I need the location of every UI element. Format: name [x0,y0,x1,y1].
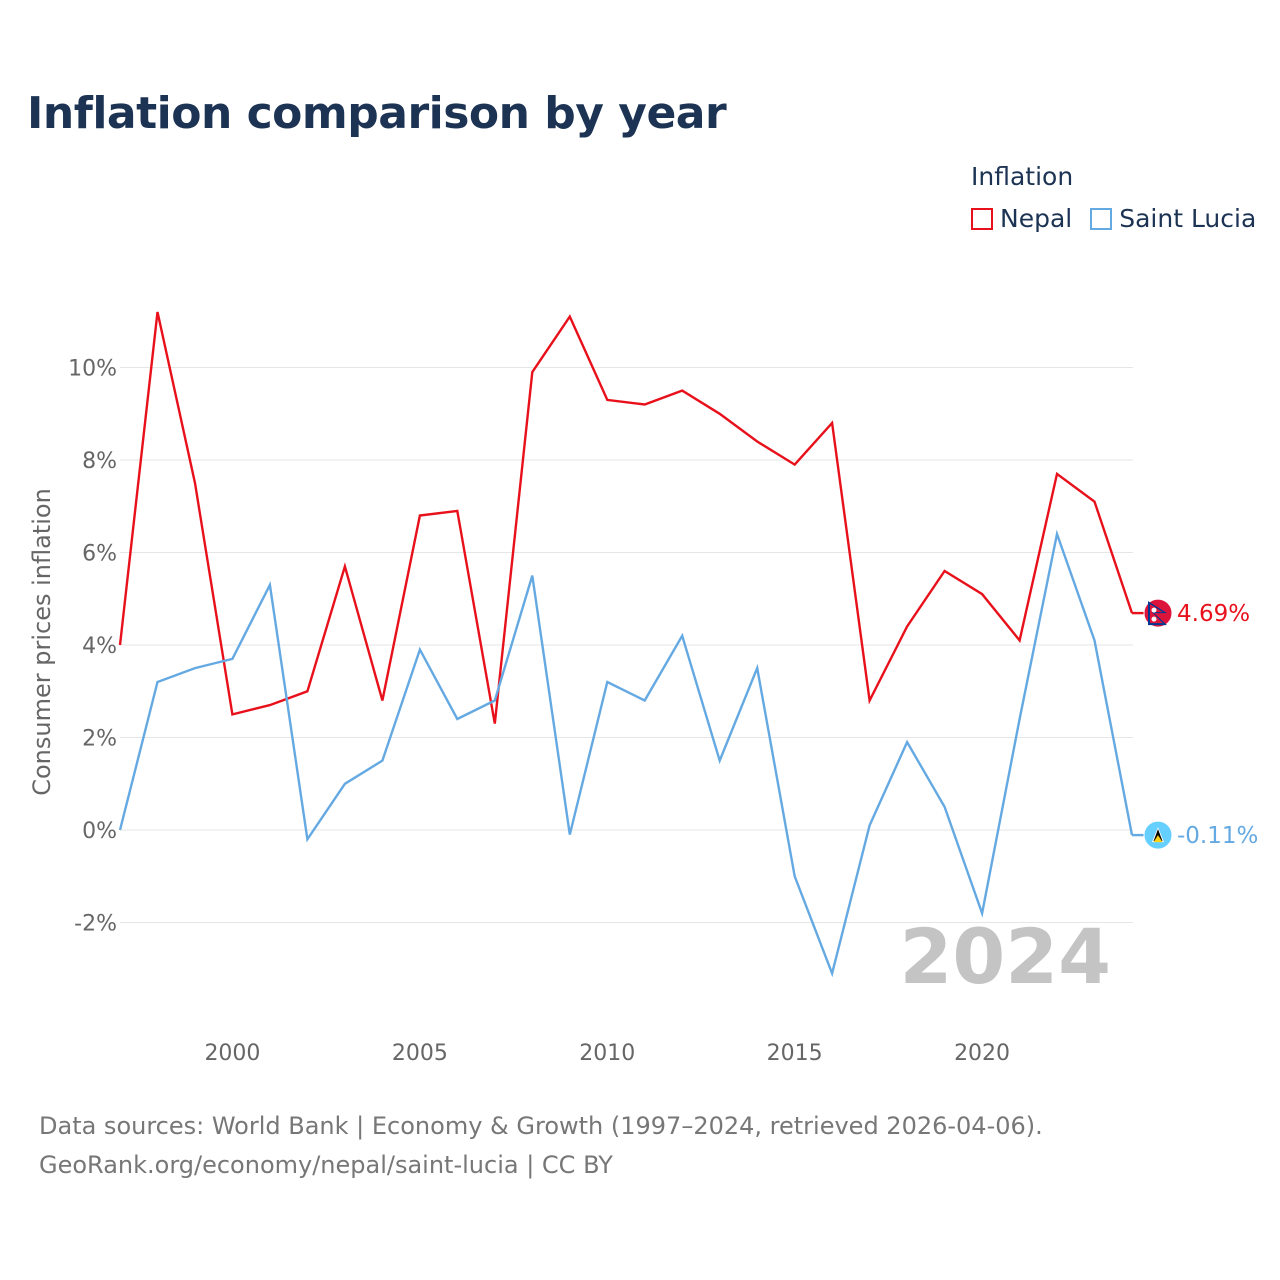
footer-sources: Data sources: World Bank | Economy & Gro… [39,1112,1043,1140]
y-tick-label: -2% [74,912,117,937]
end-value-label: 4.69% [1177,601,1250,627]
chart-title: Inflation comparison by year [27,88,727,139]
y-tick-label: 6% [82,542,117,567]
y-tick-label: 10% [68,357,117,382]
x-tick-label: 2005 [392,1041,448,1066]
legend-item-saint-lucia[interactable]: Saint Lucia [1090,204,1256,233]
x-tick-label: 2015 [767,1041,823,1066]
series-line-saint-lucia[interactable] [118,529,1134,978]
y-tick-label: 4% [82,634,117,659]
legend-swatch-nepal [971,207,993,230]
legend-label-nepal: Nepal [1000,204,1073,233]
legend-swatch-saint-lucia [1090,207,1113,230]
line-chart: -2% 0% 2% 4% 6% 8% 10% 2000 2005 2010 2015 2020 20… [28,311,1258,1066]
legend: Nepal Saint Lucia [971,204,1274,233]
y-tick-label: 8% [82,449,117,474]
footer: Data sources: World Bank | Economy & Gro… [39,1107,1043,1185]
saint-lucia-flag-icon [1143,820,1173,850]
footer-link[interactable]: GeoRank.org/economy/nepal/saint-lucia | … [39,1151,613,1179]
y-tick-label: 2% [82,727,117,752]
y-tick-label: 0% [82,819,117,844]
y-axis-label: Consumer prices inflation [28,488,56,796]
legend-label-saint-lucia: Saint Lucia [1119,204,1257,233]
year-watermark: 2024 [899,912,1111,1001]
x-tick-label: 2010 [579,1041,635,1066]
legend-item-nepal[interactable]: Nepal [971,204,1072,233]
nepal-flag-icon [1143,598,1173,628]
series-line-nepal[interactable] [118,311,1134,724]
x-tick-label: 2000 [204,1041,260,1066]
legend-title: Inflation [971,162,1074,191]
x-tick-label: 2020 [954,1041,1010,1066]
end-value-label: -0.11% [1177,823,1258,849]
